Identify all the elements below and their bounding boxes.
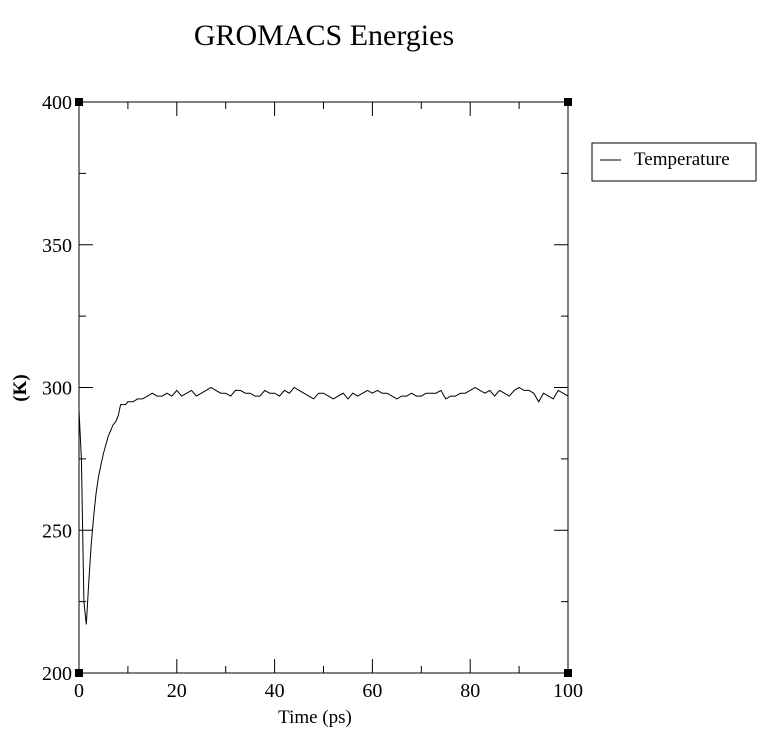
y-tick-label: 350 — [42, 235, 72, 257]
y-axis-label: (K) — [10, 374, 31, 401]
y-tick-label: 200 — [42, 663, 72, 685]
plot-frame — [78, 101, 569, 674]
corner-marker — [75, 98, 83, 106]
y-tick-label: 250 — [42, 520, 72, 542]
legend-box — [591, 142, 757, 182]
x-tick-label: 100 — [553, 680, 583, 702]
x-tick-label: 40 — [265, 680, 285, 702]
series-line-temperature — [78, 386, 569, 625]
x-tick-label: 0 — [74, 680, 84, 702]
x-tick-label: 20 — [167, 680, 187, 702]
legend: Temperature — [591, 142, 757, 182]
x-tick-label: 80 — [460, 680, 480, 702]
chart-title: GROMACS Energies — [194, 19, 454, 52]
x-tick-label: 60 — [362, 680, 382, 702]
corner-marker — [564, 98, 572, 106]
legend-label-temperature: Temperature — [634, 149, 730, 170]
y-tick-label: 300 — [42, 378, 72, 400]
x-axis-label: Time (ps) — [278, 707, 352, 728]
y-tick-label: 400 — [42, 92, 72, 114]
plot-area: 0 20 40 60 80 100 200 250 300 350 400 — [42, 92, 583, 702]
corner-marker — [75, 669, 83, 677]
corner-marker — [564, 669, 572, 677]
